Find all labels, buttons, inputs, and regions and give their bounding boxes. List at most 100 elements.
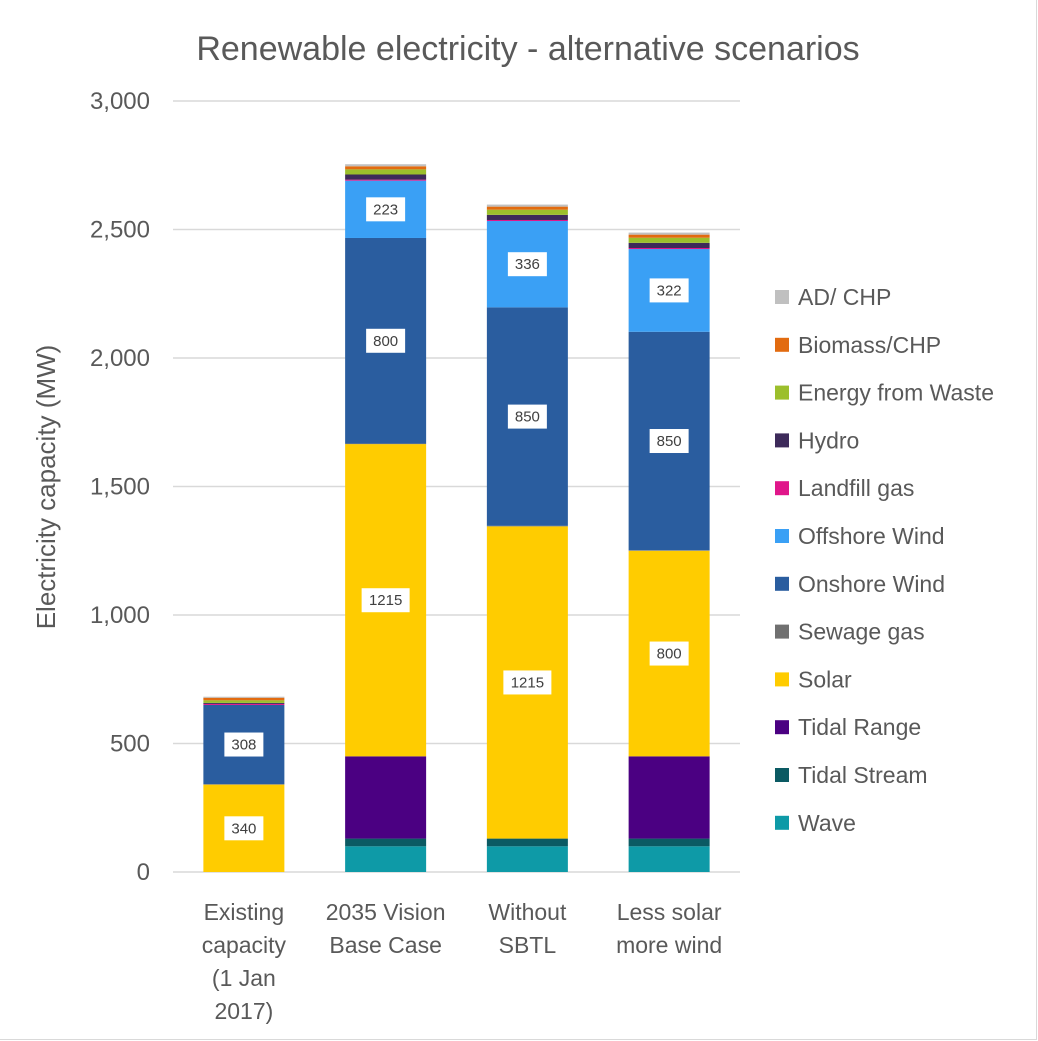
legend-entry: Tidal Stream xyxy=(798,762,928,788)
legend-swatch xyxy=(775,433,789,448)
legend-entry: Solar xyxy=(798,666,852,692)
legend-swatch xyxy=(775,290,789,304)
legend-swatch xyxy=(775,720,789,735)
legend-swatch xyxy=(775,385,789,400)
bar-segment xyxy=(628,550,710,551)
legend-entry: Sewage gas xyxy=(798,619,925,645)
bar-segment xyxy=(486,204,568,207)
y-tick-label: 2,000 xyxy=(90,345,150,372)
x-category-label: SBTL xyxy=(499,932,557,958)
data-label-box xyxy=(649,278,689,303)
x-category-label: Without xyxy=(488,899,567,925)
y-tick-label: 2,500 xyxy=(90,217,150,244)
y-tick-label: 500 xyxy=(110,731,150,758)
bar-segment xyxy=(628,756,710,839)
bar-segment xyxy=(345,838,427,847)
data-label-box xyxy=(224,816,264,841)
y-tick-label: 1,000 xyxy=(90,602,150,629)
bar-segment xyxy=(486,219,568,222)
bar-segment xyxy=(628,234,710,238)
bar-segment xyxy=(486,214,568,220)
legend-swatch xyxy=(775,815,789,830)
data-label: 336 xyxy=(515,256,540,273)
legend-swatch xyxy=(775,624,789,639)
x-axis-categories: Existing capacity (1 Jan 2017) 2035 Vision Ba… xyxy=(202,899,722,1024)
data-labels: 340 308 1215 800 223 1215 850 336 800 850 322 xyxy=(224,197,689,841)
y-tick-label: 3,000 xyxy=(90,88,150,115)
legend-entry: Hydro xyxy=(798,427,859,453)
bar-segment xyxy=(486,525,568,527)
data-label: 1215 xyxy=(511,674,544,691)
bar-segment xyxy=(345,179,427,181)
bar-segment xyxy=(628,232,710,235)
x-category-label: 2017) xyxy=(214,998,273,1024)
data-label: 1215 xyxy=(369,592,402,609)
x-category-label: more wind xyxy=(616,932,722,958)
data-label-box xyxy=(503,670,552,695)
bar-segment xyxy=(628,838,710,847)
legend-swatch xyxy=(775,576,789,591)
legend-entry: Energy from Waste xyxy=(798,380,994,406)
y-axis-label: Electricity capacity (MW) xyxy=(31,345,61,630)
data-label: 850 xyxy=(515,409,540,426)
x-category-label: Base Case xyxy=(329,932,442,958)
data-label-box xyxy=(361,588,410,613)
bar-segment xyxy=(345,846,427,872)
legend-entry: Onshore Wind xyxy=(798,571,945,597)
data-label-box xyxy=(649,429,689,454)
bar-segment xyxy=(203,700,285,703)
data-label-box xyxy=(366,197,406,222)
legend-swatch xyxy=(775,481,789,496)
bar-segment xyxy=(486,846,568,872)
bar-segment xyxy=(628,242,710,249)
bar-segment xyxy=(203,703,285,705)
bar-segment xyxy=(345,174,427,180)
x-category-label: capacity xyxy=(202,932,287,958)
bar-segment xyxy=(345,443,427,445)
bar-segment xyxy=(628,248,710,250)
legend-entry: Wave xyxy=(798,810,856,836)
bar-segment xyxy=(203,702,285,704)
bar-segment xyxy=(628,846,710,872)
data-label: 322 xyxy=(657,282,682,299)
legend: AD/ CHP Biomass/CHP Energy from Waste Hydro… xyxy=(775,284,994,836)
data-label-box xyxy=(507,404,547,429)
data-label: 800 xyxy=(657,646,682,663)
bar-segment xyxy=(345,164,427,167)
chart-title: Renewable electricity - alternative scen… xyxy=(196,30,859,68)
bar-segment xyxy=(486,209,568,215)
bar-segment xyxy=(203,696,285,698)
bar-segment xyxy=(486,838,568,847)
data-label-box xyxy=(507,252,547,277)
data-label-box xyxy=(649,641,689,666)
bar-segment xyxy=(486,206,568,210)
data-label: 308 xyxy=(231,737,256,754)
legend-entry: Biomass/CHP xyxy=(798,332,941,358)
bars xyxy=(203,164,710,872)
data-label: 223 xyxy=(373,201,398,218)
x-category-label: (1 Jan xyxy=(212,965,276,991)
bar-segment xyxy=(203,697,285,701)
legend-entry: Tidal Range xyxy=(798,714,921,740)
x-category-label: 2035 Vision xyxy=(326,899,446,925)
data-label: 800 xyxy=(373,333,398,350)
legend-entry: AD/ CHP xyxy=(798,284,891,310)
x-category-label: Less solar xyxy=(617,899,722,925)
data-label: 850 xyxy=(657,433,682,450)
legend-swatch xyxy=(775,529,789,543)
legend-entry: Offshore Wind xyxy=(798,523,945,549)
data-label-box xyxy=(366,328,406,353)
legend-swatch xyxy=(775,337,789,352)
bar-segment xyxy=(345,169,427,175)
y-tick-label: 1,500 xyxy=(90,474,150,501)
y-tick-label: 0 xyxy=(137,859,150,886)
data-label-box xyxy=(224,732,264,757)
data-label: 340 xyxy=(231,820,256,837)
x-category-label: Existing xyxy=(204,899,285,925)
legend-entry: Landfill gas xyxy=(798,475,914,501)
bar-segment xyxy=(203,784,285,785)
bar-segment xyxy=(628,237,710,243)
legend-swatch xyxy=(775,768,789,782)
